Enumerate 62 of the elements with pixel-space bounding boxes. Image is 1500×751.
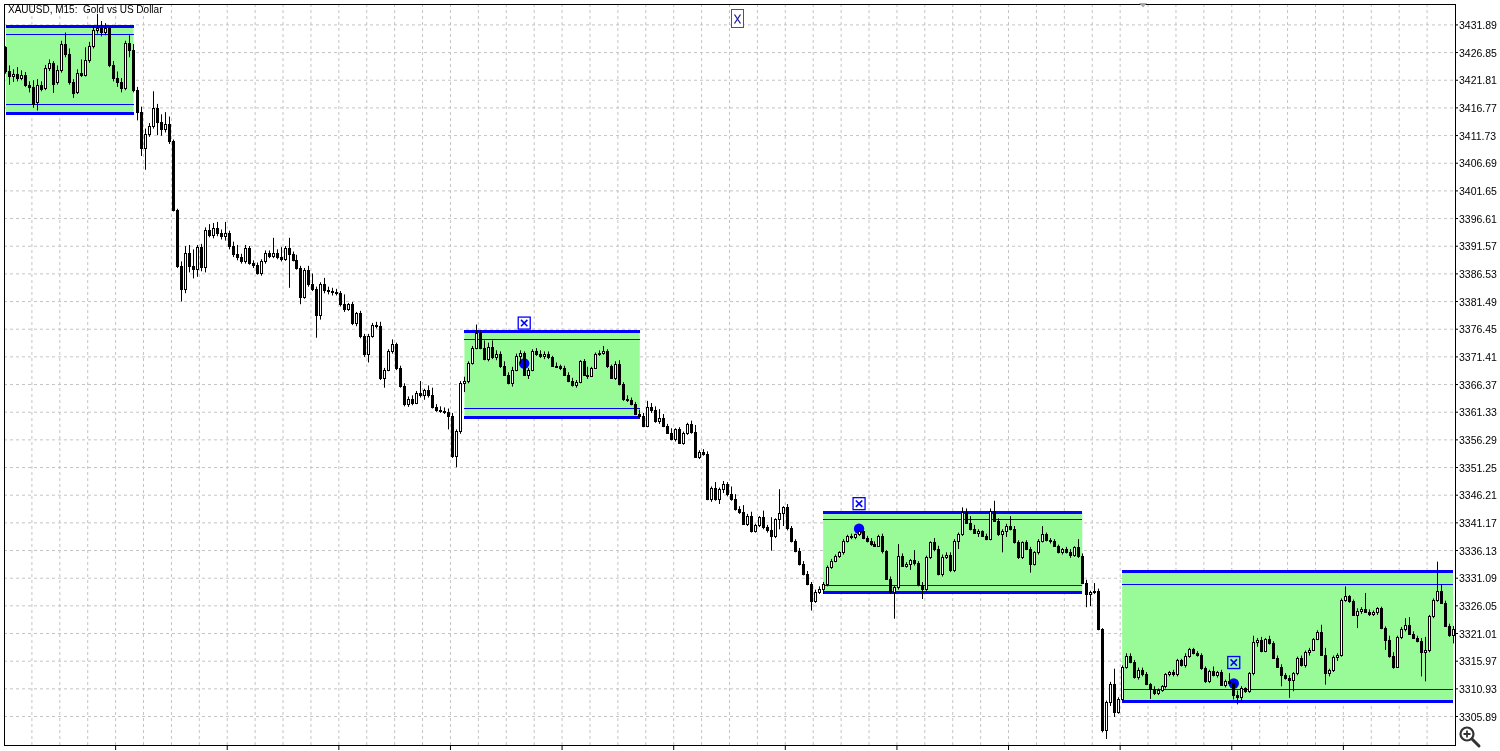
candlestick xyxy=(487,342,490,362)
y-tick-label: 3321.01 xyxy=(1459,627,1498,640)
candlestick xyxy=(523,350,526,377)
candlestick xyxy=(742,504,745,526)
candlestick xyxy=(1364,592,1367,614)
candlestick xyxy=(351,301,354,326)
candlestick xyxy=(826,565,829,587)
y-tick-label: 3336.13 xyxy=(1459,544,1498,557)
y-tick-label: 3416.77 xyxy=(1459,101,1498,114)
candlestick xyxy=(1288,674,1291,699)
candlestick xyxy=(156,103,159,136)
candlestick xyxy=(36,78,39,111)
candlestick xyxy=(431,387,434,410)
y-tick-label: 3431.89 xyxy=(1459,18,1498,31)
candlestick xyxy=(750,511,753,534)
y-tick-label: 3411.73 xyxy=(1459,129,1497,142)
candlestick xyxy=(614,360,617,381)
y-tick-label: 3356.29 xyxy=(1459,433,1498,446)
candlestick xyxy=(76,68,79,95)
candlestick xyxy=(917,560,920,587)
candlestick xyxy=(192,248,195,279)
candlestick xyxy=(762,510,765,530)
chart-title: XAUUSD, M15: Gold vs US Dollar xyxy=(8,4,164,15)
candlestick xyxy=(1029,546,1032,574)
y-tick-label: 3406.69 xyxy=(1459,157,1498,170)
y-tick-label: 3401.65 xyxy=(1459,184,1498,197)
candlestick xyxy=(646,400,649,428)
candlestick xyxy=(714,481,717,502)
y-tick-label: 3421.81 xyxy=(1459,74,1498,87)
candlestick xyxy=(196,244,199,278)
y-tick-label: 3381.49 xyxy=(1459,295,1498,308)
y-tick-label: 3346.21 xyxy=(1459,489,1498,502)
candlestick xyxy=(272,237,275,259)
y-tick-label: 3315.97 xyxy=(1459,655,1498,668)
candlestick xyxy=(774,517,777,539)
y-tick-label: 3371.41 xyxy=(1459,350,1498,363)
y-tick-label: 3376.45 xyxy=(1459,323,1498,336)
candlestick xyxy=(32,79,35,109)
candlestick xyxy=(248,245,251,266)
y-tick-label: 3351.25 xyxy=(1459,461,1498,474)
candlestick xyxy=(44,64,47,91)
y-tick-label: 3305.89 xyxy=(1459,710,1498,723)
y-tick-label: 3426.85 xyxy=(1459,46,1498,59)
y-tick-label: 3310.93 xyxy=(1459,682,1498,695)
y-tick-label: 3396.61 xyxy=(1459,212,1498,225)
y-tick-label: 3331.09 xyxy=(1459,572,1498,585)
candlestick xyxy=(1133,659,1136,680)
y-tick-label: 3386.53 xyxy=(1459,267,1498,280)
y-tick-label: 3361.33 xyxy=(1459,406,1498,419)
candlestick xyxy=(84,46,87,77)
y-tick-label: 3341.17 xyxy=(1459,516,1498,529)
candlestick xyxy=(770,516,773,552)
candlestick xyxy=(244,244,247,265)
candlestick xyxy=(52,60,55,94)
candlestick xyxy=(288,237,291,289)
candlestick xyxy=(1420,637,1423,677)
y-tick-label: 3391.57 xyxy=(1459,240,1498,253)
candlestick xyxy=(782,505,785,527)
y-tick-label: 3366.37 xyxy=(1459,378,1498,391)
candlestick xyxy=(491,339,494,360)
candlestick xyxy=(1232,680,1235,700)
y-tick-label: 3326.05 xyxy=(1459,599,1498,612)
